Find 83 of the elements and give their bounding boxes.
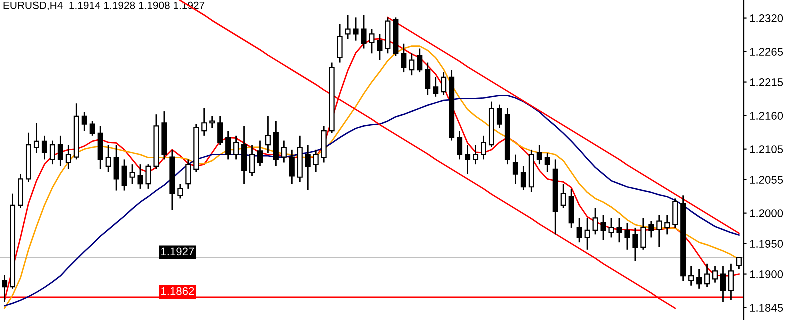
candlestick: [50, 140, 56, 166]
candlestick: [512, 154, 518, 185]
candlestick: [520, 166, 526, 191]
candlestick: [130, 164, 136, 185]
candlestick: [536, 144, 542, 166]
candlestick: [433, 76, 439, 98]
line-series: [387, 16, 740, 234]
candlestick: [58, 135, 64, 168]
candlestick: [425, 62, 431, 96]
candlestick: [369, 28, 375, 54]
candlestick: [481, 135, 487, 160]
y-tick-label: 1.1900: [750, 270, 784, 278]
candlestick: [345, 14, 351, 40]
candlestick: [34, 122, 40, 154]
candlestick: [720, 266, 726, 304]
y-tick-label: 1.2160: [750, 112, 784, 120]
y-tick-label: 1.1950: [750, 240, 784, 248]
candlestick: [417, 48, 423, 74]
candlestick: [337, 24, 343, 64]
candlestick: [656, 214, 662, 248]
candlestick: [114, 144, 120, 192]
candlestick: [82, 111, 88, 132]
candlestick: [632, 227, 638, 262]
candlestick: [560, 183, 566, 210]
candlestick: [377, 33, 383, 62]
candlestick: [250, 144, 256, 177]
candlestick: [640, 218, 646, 251]
candlestick: [592, 208, 598, 236]
candlestick: [361, 14, 367, 50]
candlestick: [544, 152, 550, 174]
candlestick: [728, 263, 734, 302]
candlestick: [624, 222, 630, 251]
candlestick: [42, 135, 48, 160]
candlestick: [281, 140, 287, 164]
candlestick: [2, 274, 8, 304]
candlestick: [441, 72, 447, 96]
candlestick: [186, 159, 192, 190]
candlestick: [648, 220, 654, 238]
candlestick: [313, 149, 319, 174]
candlestick: [600, 214, 606, 241]
candlestick: [353, 16, 359, 42]
y-tick-label: 1.1845: [750, 304, 784, 312]
candlestick: [202, 108, 208, 137]
candlestick: [616, 218, 622, 244]
candlestick: [688, 266, 694, 287]
candlestick: [265, 116, 271, 154]
candlestick: [409, 52, 415, 76]
candlestick: [305, 144, 311, 191]
y-tick-label: 1.2215: [750, 78, 784, 86]
candlestick: [496, 104, 502, 129]
candlestick: [106, 144, 112, 174]
y-tick-label: 1.2000: [750, 210, 784, 218]
candlestick: [178, 183, 184, 200]
candlestick: [218, 116, 224, 146]
ref-line-label: 1.1927: [162, 248, 194, 256]
candlestick: [138, 164, 144, 190]
candlestick: [473, 144, 479, 166]
candlestick: [226, 130, 232, 160]
y-tick-label: 1.2265: [750, 48, 784, 56]
y-tick-label: 1.2105: [750, 146, 784, 154]
y-tick-label: 1.2320: [750, 14, 784, 22]
candlestick: [672, 198, 678, 229]
candlestick: [465, 144, 471, 176]
candlestick: [584, 218, 590, 251]
ref-line-label: 1.1862: [162, 287, 194, 296]
candlestick: [576, 218, 582, 244]
candlestick: [257, 140, 263, 168]
candlestick: [457, 130, 463, 160]
y-tick-label: 1.2055: [750, 176, 784, 184]
candlestick: [608, 218, 614, 238]
candlestick: [696, 268, 702, 290]
candlestick: [704, 263, 710, 288]
line-series: [4, 95, 740, 307]
candlestick: [664, 214, 670, 236]
candlestick: [210, 116, 216, 129]
candlestick: [289, 149, 295, 185]
candlestick: [146, 164, 152, 190]
candlestick: [234, 135, 240, 160]
candlestick: [90, 120, 96, 137]
candlestick: [122, 159, 128, 192]
candlestick: [712, 266, 718, 284]
candlestick: [401, 43, 407, 74]
candlestick: [66, 144, 72, 170]
